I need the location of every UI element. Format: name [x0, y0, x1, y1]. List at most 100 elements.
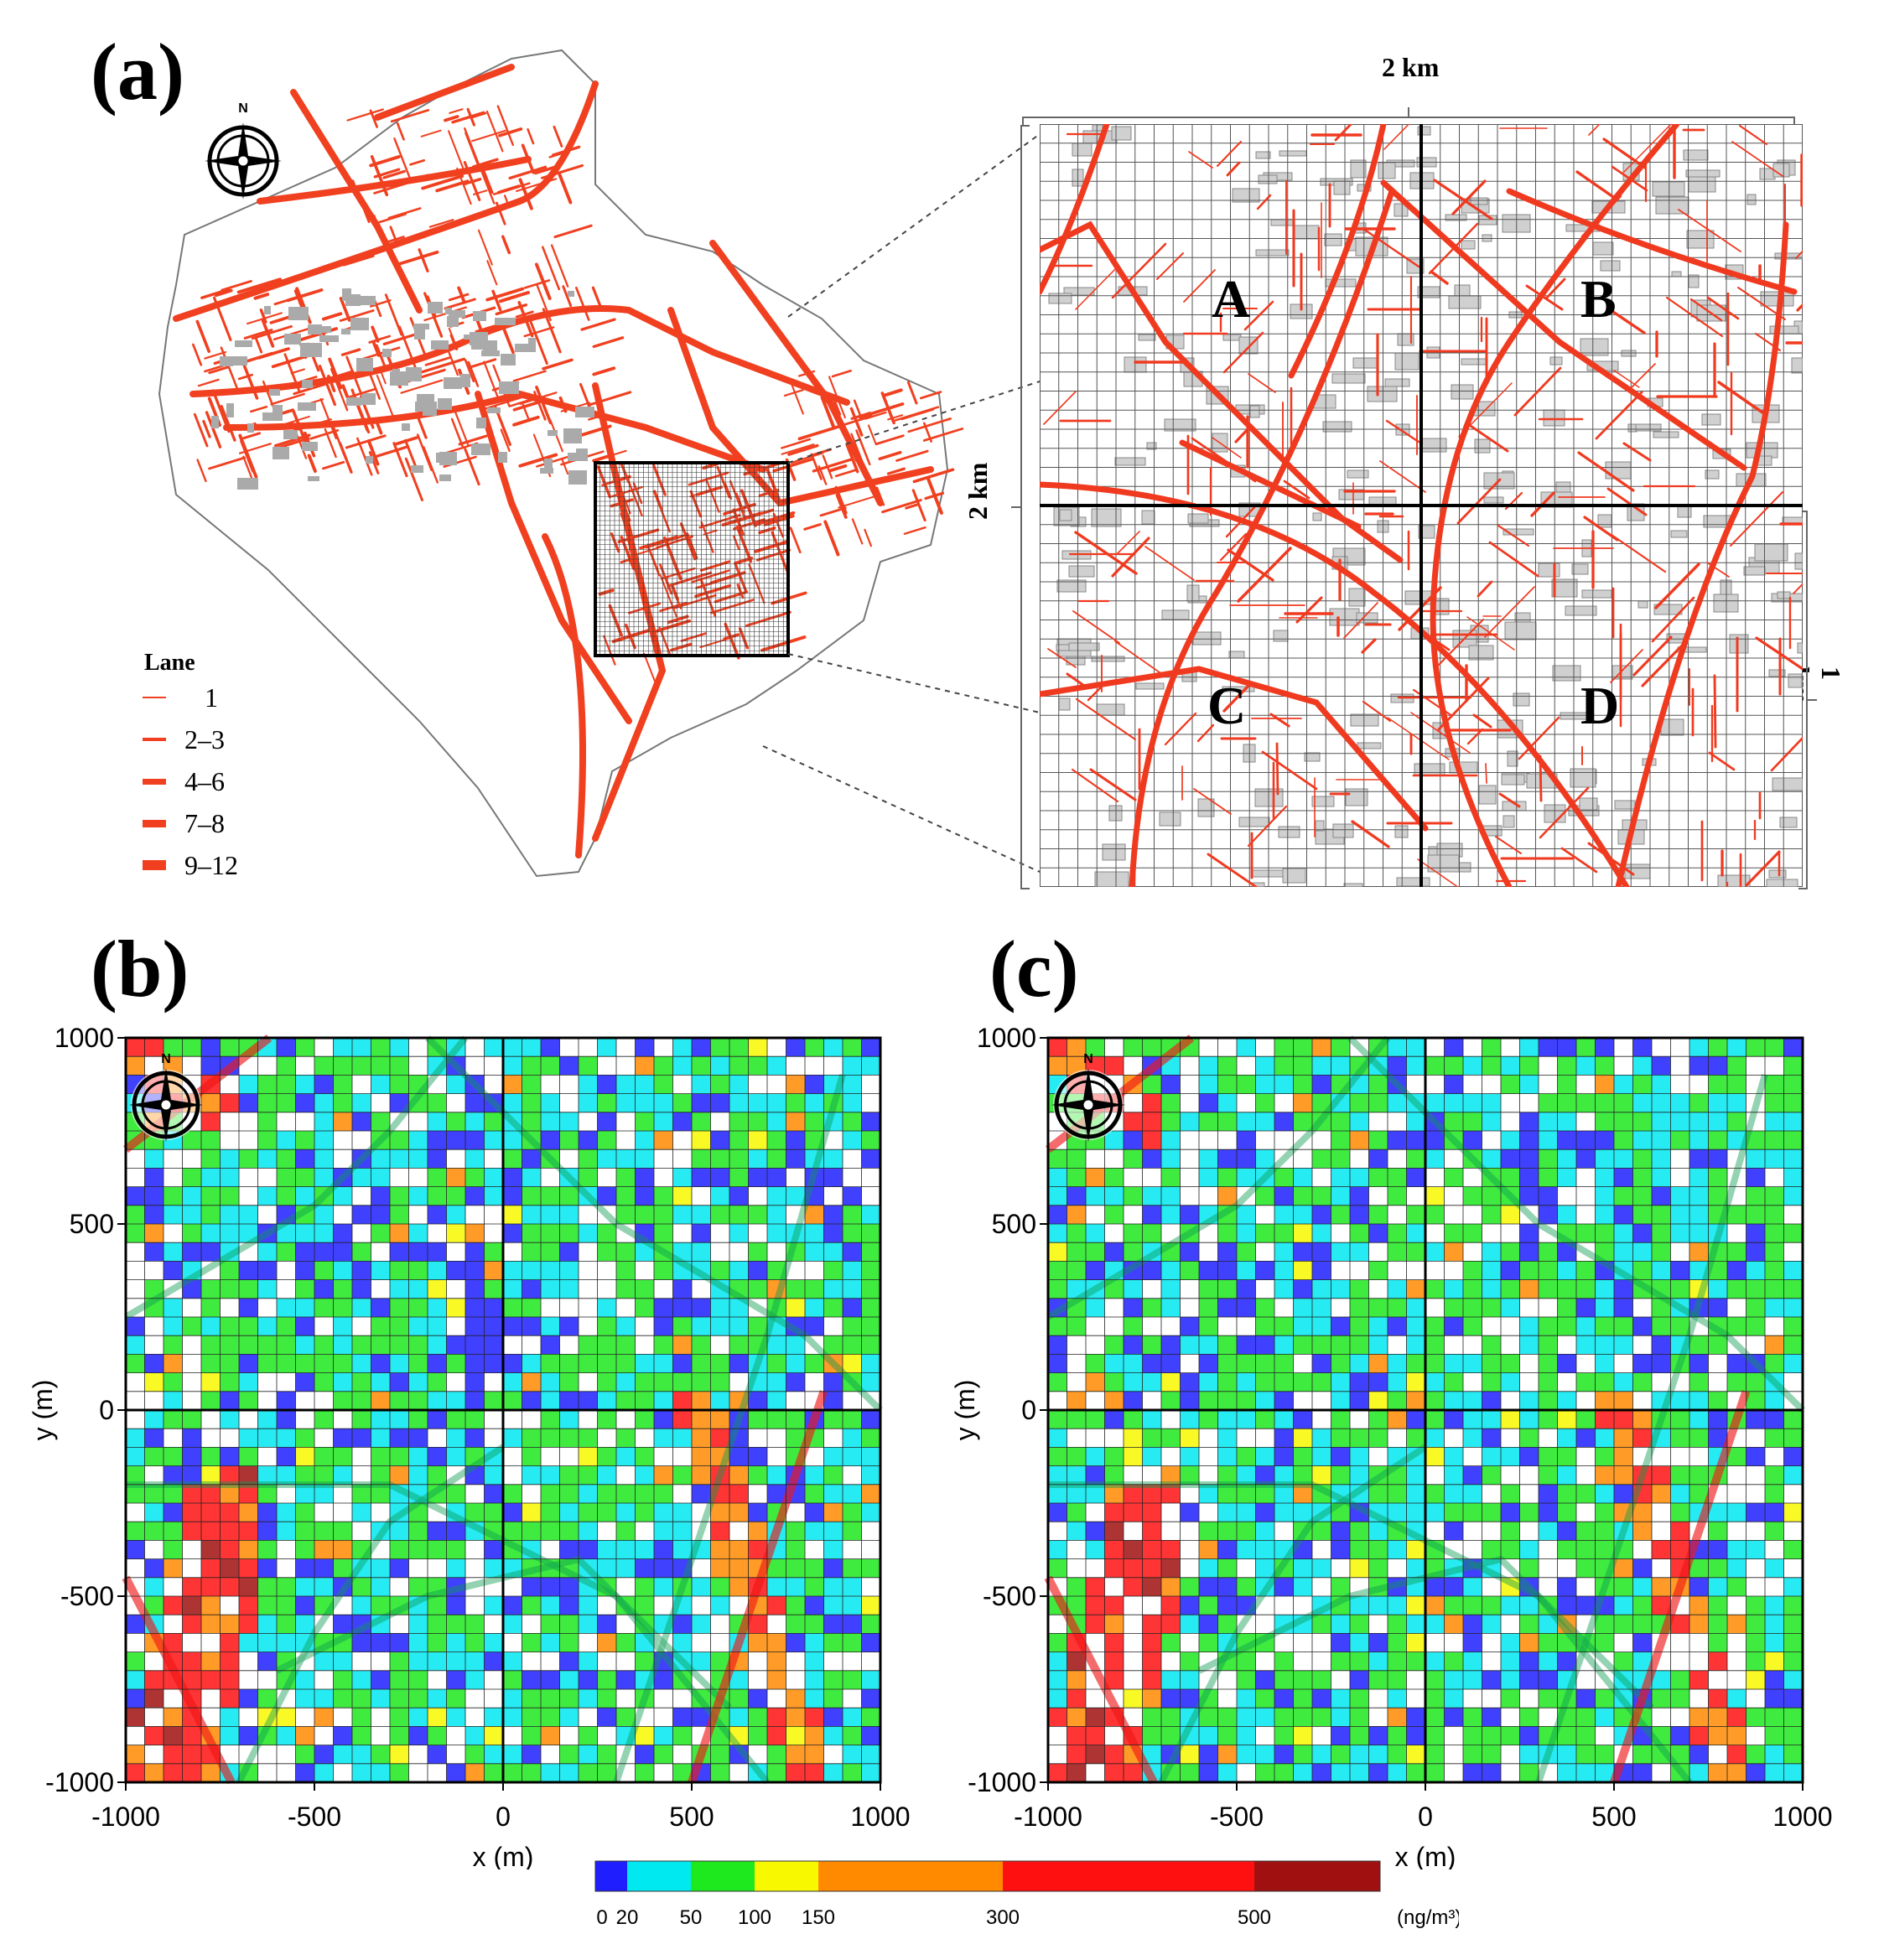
heatmap-cell [616, 1558, 636, 1578]
heatmap-cell [522, 1577, 541, 1596]
heatmap-cell [1576, 1596, 1596, 1615]
heatmap-cell [1217, 1279, 1237, 1299]
heatmap-cell [1727, 1447, 1746, 1466]
heatmap-cell [371, 1038, 390, 1057]
heatmap-cell [1632, 1261, 1652, 1280]
heatmap-cell [277, 1056, 296, 1076]
heatmap-cell [333, 1372, 352, 1392]
heatmap-cell [1237, 1391, 1256, 1410]
inset-street [1188, 151, 1213, 169]
heatmap-cell [201, 1038, 221, 1057]
heatmap-cell [1274, 1279, 1294, 1299]
heatmap-cell [390, 1447, 409, 1466]
inset-street [1606, 487, 1648, 516]
heatmap-cell [1067, 1596, 1086, 1615]
heatmap-cell [1557, 1224, 1576, 1243]
heatmap-cell [371, 1372, 390, 1392]
heatmap-cell [559, 1465, 579, 1485]
inset-street [1544, 277, 1566, 300]
heatmap-cell [786, 1596, 805, 1615]
heatmap-cell [597, 1372, 616, 1392]
heatmap-cell [1217, 1726, 1237, 1745]
heatmap-cell [1237, 1261, 1256, 1280]
heatmap-cell [428, 1279, 447, 1299]
heatmap-cell [295, 1633, 314, 1652]
heatmap-cell [748, 1447, 767, 1466]
heatmap-cell [1331, 1075, 1350, 1094]
heatmap-cell [541, 1633, 560, 1652]
heatmap-cell [729, 1131, 749, 1150]
heatmap-cell [1067, 1484, 1086, 1503]
heatmap-cell [805, 1708, 824, 1727]
street [591, 286, 602, 307]
heatmap-cell [352, 1708, 371, 1727]
heatmap-cell [559, 1224, 579, 1243]
heatmap-cell [1048, 1484, 1067, 1503]
building-block [302, 380, 313, 388]
heatmap-cell [314, 1558, 334, 1578]
heatmap-cell [823, 1447, 843, 1466]
heatmap-cell [1406, 1093, 1425, 1112]
inset-building [1705, 469, 1720, 480]
heatmap-cell [767, 1224, 786, 1243]
heatmap-cell [390, 1279, 409, 1299]
street [467, 358, 497, 369]
heatmap-cell [692, 1149, 711, 1169]
heatmap-cell [710, 1763, 729, 1782]
heatmap-cell [239, 1149, 258, 1169]
heatmap-cell [635, 1354, 654, 1373]
street [875, 486, 885, 506]
inset-building [1581, 589, 1612, 599]
inset-building [1614, 800, 1636, 810]
heatmap-cell [1161, 1615, 1181, 1634]
inset-building [1417, 286, 1440, 298]
heatmap-cell [654, 1484, 673, 1503]
street [195, 319, 210, 354]
heatmap-cell [1199, 1168, 1218, 1187]
heatmap-cell [1689, 1112, 1709, 1131]
heatmap-cell [1765, 1391, 1784, 1410]
heatmap-cell [729, 1540, 749, 1559]
heatmap-cell [1689, 1577, 1709, 1596]
heatmap-cell [1331, 1447, 1350, 1466]
heatmap-cell [1519, 1726, 1539, 1745]
heatmap-cell [635, 1056, 654, 1076]
heatmap-cell [1312, 1763, 1331, 1782]
street [322, 460, 345, 470]
heatmap-cell [163, 1205, 183, 1224]
heatmap-cell [729, 1093, 749, 1112]
heatmap-cell [1350, 1540, 1369, 1559]
heatmap-cell [597, 1410, 616, 1429]
building-block [428, 302, 443, 314]
heatmap-cell [333, 1168, 352, 1187]
heatmap-cell [484, 1484, 503, 1503]
x-axis-label: x (m) [1395, 1842, 1456, 1869]
heatmap-cell [314, 1447, 334, 1466]
street [548, 149, 571, 158]
heatmap-cell [654, 1205, 673, 1224]
heatmap-cell [823, 1205, 843, 1224]
heatmap-cell [239, 1317, 258, 1336]
heatmap-cell [1765, 1503, 1784, 1522]
heatmap-cell [295, 1131, 314, 1150]
heatmap-cell [1350, 1615, 1369, 1634]
heatmap-cell [1576, 1745, 1596, 1764]
heatmap-cell [1444, 1056, 1463, 1076]
heatmap-cell [1576, 1224, 1596, 1243]
street [211, 389, 231, 433]
heatmap-cell [1632, 1168, 1652, 1187]
heatmap-cell [1425, 1503, 1445, 1522]
heatmap-cell [1048, 1317, 1067, 1336]
heatmap-cell [314, 1708, 334, 1727]
heatmap-cell [1708, 1708, 1727, 1727]
heatmap-cell [1746, 1038, 1765, 1057]
heatmap-cell [823, 1503, 843, 1522]
heatmap-cell [1104, 1670, 1124, 1689]
heatmap-cell [654, 1372, 673, 1392]
heatmap-cell [1180, 1670, 1199, 1689]
arterial-road [374, 64, 515, 121]
heatmap-cell [1161, 1429, 1181, 1448]
heatmap-cell [1708, 1596, 1727, 1615]
inset-street [1793, 583, 1803, 594]
heatmap-cell [1217, 1763, 1237, 1782]
